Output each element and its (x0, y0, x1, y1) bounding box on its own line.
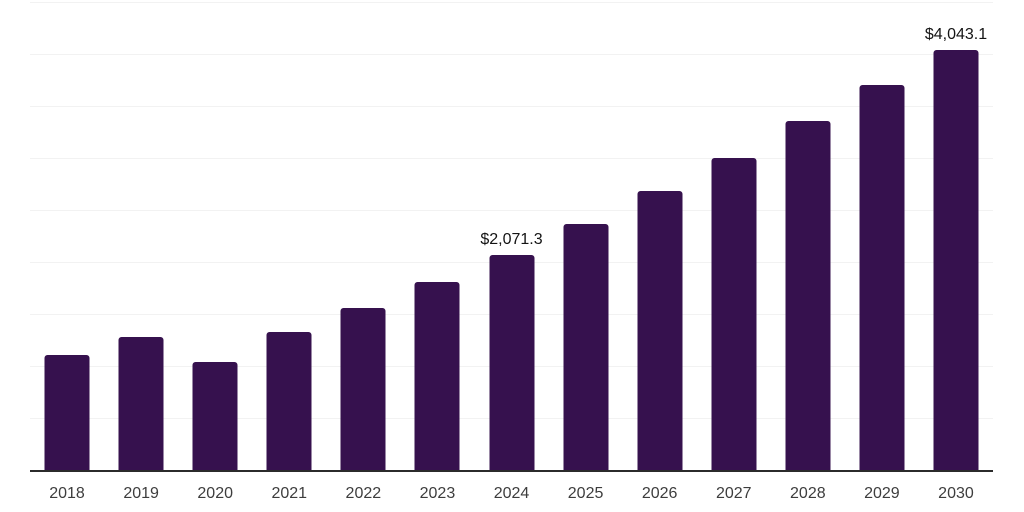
bar-2022[interactable] (340, 307, 386, 470)
gridline (30, 158, 993, 159)
bar-2024[interactable] (489, 254, 534, 470)
plot-area: $2,071.3 $4,043.1 (30, 2, 993, 472)
bar-2030[interactable] (933, 49, 979, 470)
x-tick-label-2018: 2018 (49, 485, 85, 502)
bar-2028[interactable] (785, 121, 831, 470)
bar-slot-2018 (30, 2, 104, 470)
x-tick-label-2023: 2023 (419, 485, 456, 502)
bar-value-label-2024: $2,071.3 (480, 230, 543, 248)
x-tick-label-2028: 2028 (790, 485, 826, 502)
bar-2019[interactable] (118, 336, 164, 470)
x-tick-label-2020: 2020 (197, 485, 233, 502)
bar-2029[interactable] (859, 85, 905, 470)
bar-2020[interactable] (192, 361, 238, 470)
bar-slot-2030: $4,043.1 (919, 2, 993, 470)
bar-2025[interactable] (563, 224, 609, 470)
bar-slot-2029 (845, 2, 919, 470)
x-tick-label-2027: 2027 (715, 485, 752, 502)
x-tick-label-2019: 2019 (123, 485, 159, 502)
bar-slot-2021 (252, 2, 326, 470)
bar-2018[interactable] (44, 355, 90, 470)
gridline (30, 210, 993, 211)
bar-slot-2020 (178, 2, 252, 470)
bar-slot-2028 (771, 2, 845, 470)
bar-value-label-2030: $4,043.1 (924, 25, 988, 43)
bar-2021[interactable] (266, 332, 312, 470)
x-tick-label-2024: 2024 (493, 485, 530, 502)
bar-slot-2023 (400, 2, 474, 470)
x-tick-label-2022: 2022 (345, 485, 382, 502)
x-tick-label-2021: 2021 (271, 485, 308, 502)
bar-2023[interactable] (414, 282, 460, 470)
x-tick-label-2030: 2030 (938, 485, 974, 502)
x-tick-label-2026: 2026 (641, 485, 678, 502)
bar-2026[interactable] (637, 191, 683, 470)
bar-slot-2027 (697, 2, 771, 470)
gridline (30, 54, 993, 55)
bar-slot-2019 (104, 2, 178, 470)
x-tick-label-2025: 2025 (567, 485, 604, 502)
bars-row: $2,071.3 $4,043.1 (30, 2, 993, 470)
bar-slot-2024: $2,071.3 (474, 2, 548, 470)
gridline (30, 2, 993, 3)
bar-slot-2022 (326, 2, 400, 470)
gridline (30, 106, 993, 107)
bar-slot-2026 (623, 2, 697, 470)
bar-2027[interactable] (711, 157, 757, 470)
x-tick-label-2029: 2029 (864, 485, 900, 502)
bar-slot-2025 (549, 2, 623, 470)
x-axis-tick-labels: 2018 2019 2020 2021 2022 2023 2024 2025 2026 2027… (30, 484, 993, 503)
